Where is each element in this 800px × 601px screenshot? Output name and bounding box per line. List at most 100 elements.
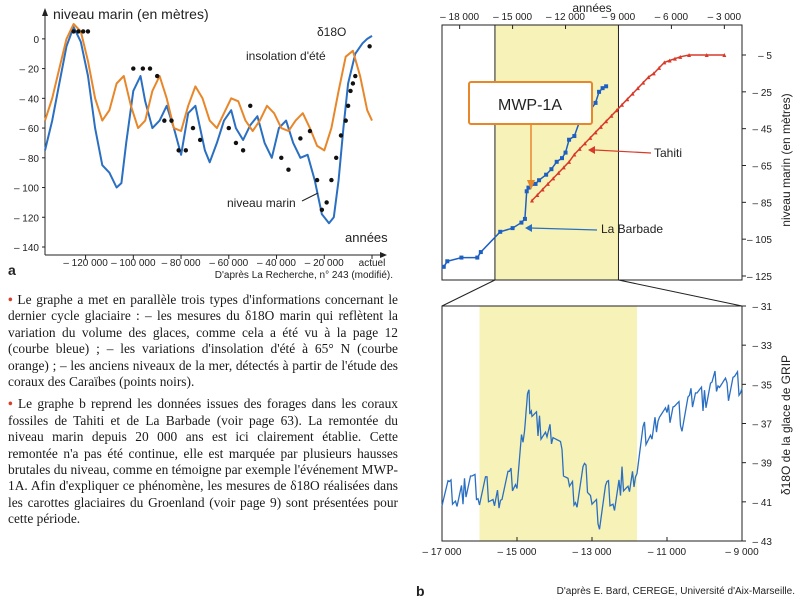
x-tick-label-b-top: – 15 000 — [493, 12, 532, 23]
data-point-tahiti — [551, 176, 556, 181]
data-point-tahiti — [620, 102, 624, 107]
data-point-niveau-marin — [147, 66, 153, 71]
data-point-tahiti — [577, 146, 582, 151]
data-point-niveau-marin — [286, 167, 291, 172]
y-axis-label-b-bottom: δ18O de la glace de GRIP — [779, 355, 793, 495]
paragraph-2: • Le graphe b reprend les données issues… — [8, 396, 398, 527]
x-tick-label-b-bottom: – 17 000 — [423, 547, 462, 558]
data-point-niveau-marin — [140, 66, 146, 71]
annotation-tahiti: Tahiti — [654, 146, 682, 160]
annotation-d18o: δ18O — [317, 25, 346, 39]
y-tick-label-a: – 80 — [20, 154, 40, 165]
series-line-insolation — [44, 23, 373, 152]
data-point-niveau-marin — [233, 140, 239, 146]
data-point-niveau-marin — [162, 118, 167, 123]
data-point-niveau-marin — [85, 29, 91, 34]
data-point-tahiti — [604, 119, 609, 124]
data-point-niveau-marin — [131, 66, 136, 71]
data-point-tahiti — [530, 198, 534, 203]
source-a: D'après La Recherche, n° 243 (modifié). — [215, 270, 393, 281]
x-tick-label-b-top: – 12 000 — [546, 12, 585, 23]
annotation-mwp-1a: MWP-1A — [498, 97, 562, 114]
data-point-niveau-marin — [248, 103, 253, 108]
data-point-la-barbade — [533, 181, 538, 186]
x-tick-label-a: – 60 000 — [209, 258, 248, 269]
highlight-band-top — [494, 25, 619, 280]
y-tick-label-b-top: – 25 — [753, 88, 773, 99]
data-point-la-barbade — [510, 226, 515, 231]
data-point-niveau-marin — [183, 148, 189, 153]
data-point-tahiti — [556, 170, 561, 175]
description-text: • Le graphe a met en parallèle trois typ… — [8, 292, 398, 534]
y-tick-label-b-bottom: – 33 — [753, 341, 773, 352]
annotation-pointer-niveau-marin — [301, 192, 319, 202]
data-point-tahiti — [540, 187, 545, 192]
data-point-tahiti — [646, 75, 651, 80]
y-tick-label-a: – 40 — [20, 94, 40, 105]
data-point-niveau-marin — [350, 81, 356, 86]
y-tick-label-b-top: – 5 — [758, 51, 772, 62]
y-tick-label-b-top: – 85 — [753, 198, 773, 209]
y-axis-label-a: niveau marin (en mètres) — [53, 6, 209, 22]
chart-panel-a: niveau marin (en mètres) années a 0 – 20 – 40… — [8, 6, 393, 281]
y-tick-label-b-top: – 65 — [753, 162, 773, 173]
data-point-tahiti — [657, 65, 662, 70]
data-point-tahiti — [672, 56, 677, 61]
data-point-niveau-marin — [353, 73, 358, 79]
data-point-tahiti — [582, 141, 587, 146]
data-point-la-barbade — [554, 159, 559, 164]
data-point-tahiti — [588, 135, 593, 140]
source-b: D'après E. Bard, CEREGE, Université d'Ai… — [557, 586, 795, 597]
data-point-niveau-marin — [279, 155, 284, 160]
panel-label-b: b — [416, 583, 425, 599]
data-point-niveau-marin — [348, 88, 353, 94]
data-point-niveau-marin — [154, 73, 160, 79]
data-point-tahiti — [635, 86, 640, 91]
data-point-la-barbade — [593, 100, 598, 105]
data-point-la-barbade — [524, 189, 529, 194]
y-axis-label-b-top: niveau marin (en mètres) — [779, 93, 793, 226]
x-tick-label-b-bottom: – 11 000 — [648, 547, 687, 558]
data-point-niveau-marin — [338, 133, 344, 138]
data-point-la-barbade — [526, 185, 531, 190]
series-line-grip — [441, 369, 743, 530]
data-point-la-barbade — [604, 84, 609, 89]
data-point-la-barbade — [597, 89, 602, 94]
data-point-tahiti — [625, 97, 630, 102]
data-point-tahiti — [545, 181, 550, 186]
data-point-niveau-marin — [343, 118, 348, 123]
y-tick-label-b-top: – 45 — [753, 125, 773, 136]
y-tick-label-b-bottom: – 41 — [753, 498, 773, 509]
data-point-la-barbade — [560, 156, 564, 161]
annotation-niveau-marin: niveau marin — [227, 196, 296, 210]
x-tick-label-a: – 120 000 — [63, 258, 108, 269]
y-axis-arrow-a — [42, 8, 48, 16]
data-point-niveau-marin — [367, 44, 372, 49]
data-point-niveau-marin — [169, 118, 174, 123]
data-point-niveau-marin — [333, 155, 339, 160]
x-axis-arrow-a — [380, 252, 387, 258]
chart-panel-b: années – 18 000 – 15 000 – 12 000 – 9 000 – 6… — [416, 1, 795, 599]
x-tick-label-b-bottom: – 13 000 — [573, 547, 612, 558]
data-point-niveau-marin — [324, 200, 329, 205]
x-tick-label-a: – 20 000 — [305, 258, 344, 269]
x-tick-label-a: – 80 000 — [162, 258, 201, 269]
data-point-tahiti — [535, 192, 540, 197]
x-tick-label-a: – 100 000 — [111, 258, 156, 269]
data-point-tahiti — [722, 53, 727, 57]
x-tick-label-a: – 40 000 — [257, 258, 296, 269]
data-point-la-barbade — [441, 264, 446, 269]
x-tick-label-a: actuel — [359, 258, 386, 269]
y-tick-label-b-bottom: – 43 — [753, 537, 773, 548]
data-point-niveau-marin — [329, 177, 334, 183]
x-tick-label-b-top: – 9 000 — [602, 12, 636, 23]
data-point-tahiti — [667, 58, 672, 63]
la-barbade-pointer-head — [525, 224, 532, 232]
annotation-la-barbade: La Barbade — [601, 222, 663, 236]
data-point-tahiti — [598, 124, 603, 129]
y-tick-label-a: – 20 — [20, 65, 40, 76]
data-point-tahiti — [704, 53, 709, 57]
data-point-la-barbade — [519, 220, 524, 225]
data-point-la-barbade — [445, 259, 450, 264]
data-point-la-barbade — [549, 167, 554, 172]
